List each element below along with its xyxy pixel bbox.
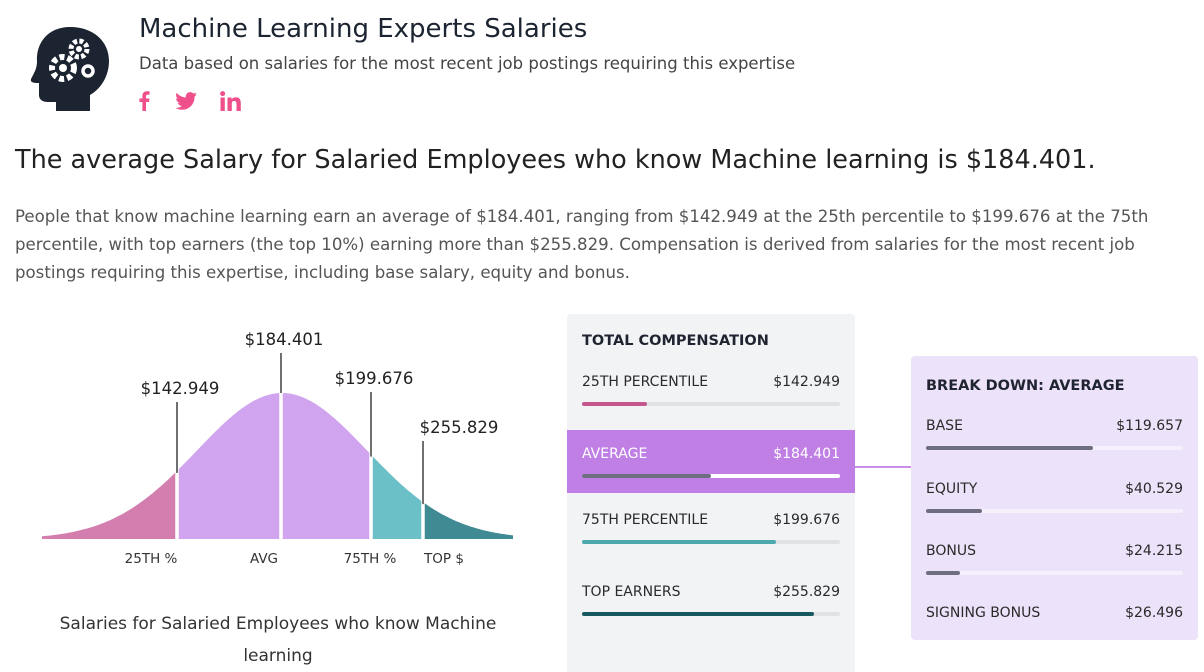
- axis-label-top: TOP $: [423, 551, 464, 567]
- breakdown-title: BREAK DOWN: AVERAGE: [926, 378, 1125, 394]
- marker-value-p25: $142.949: [141, 379, 220, 398]
- facebook-icon[interactable]: [138, 88, 150, 114]
- salary-headline: The average Salary for Salaried Employee…: [15, 145, 1096, 175]
- breakdown-bar-fill: [926, 509, 983, 513]
- breakdown-panel: BREAK DOWN: AVERAGE BASE $119.657 EQUITY $4…: [911, 356, 1198, 640]
- compensation-bar-track: [582, 612, 840, 616]
- average-connector: [855, 466, 911, 468]
- segment-top-earners: [423, 502, 513, 539]
- segment-below-25th: [42, 470, 177, 539]
- compensation-row-value: $255.829: [773, 584, 840, 600]
- total-compensation-title: TOTAL COMPENSATION: [582, 333, 769, 349]
- page-subtitle: Data based on salaries for the most rece…: [139, 54, 796, 73]
- compensation-bar-track: [582, 474, 840, 478]
- marker-value-p75: $199.676: [335, 369, 414, 388]
- compensation-row-label: AVERAGE: [582, 446, 648, 462]
- compensation-row-label: 25TH PERCENTILE: [582, 374, 709, 390]
- breakdown-row-value: $24.215: [1125, 543, 1183, 559]
- breakdown-row-value: $26.496: [1125, 605, 1183, 621]
- breakdown-bar-track: [926, 509, 1183, 513]
- compensation-bar-fill: [582, 474, 711, 478]
- compensation-row-value: $142.949: [773, 374, 840, 390]
- marker-value-top: $255.829: [420, 418, 499, 437]
- compensation-row-label: 75TH PERCENTILE: [582, 512, 709, 528]
- breakdown-row[interactable]: SIGNING BONUS $26.496: [911, 605, 1198, 645]
- salary-distribution-chart: $142.949 25TH % $184.401 AVG $199.676 75TH % $…: [42, 330, 513, 567]
- total-compensation-panel: TOTAL COMPENSATION 25TH PERCENTILE $142.9…: [567, 314, 855, 672]
- compensation-bar-track: [582, 540, 840, 544]
- compensation-bar-fill: [582, 402, 647, 406]
- axis-label-avg: AVG: [250, 551, 278, 567]
- breakdown-bar-track: [926, 446, 1183, 450]
- compensation-bar-fill: [582, 540, 776, 544]
- segment-25th-to-avg: [177, 393, 281, 539]
- chart-caption: Salaries for Salaried Employees who know…: [59, 614, 497, 666]
- compensation-row[interactable]: 25TH PERCENTILE $142.949: [567, 366, 855, 406]
- marker-value-avg: $184.401: [245, 330, 324, 349]
- compensation-row-label: TOP EARNERS: [582, 584, 681, 600]
- compensation-row[interactable]: TOP EARNERS $255.829: [567, 576, 855, 616]
- compensation-row-value: $199.676: [773, 512, 840, 528]
- compensation-bar-fill: [582, 612, 815, 616]
- compensation-row[interactable]: AVERAGE $184.401: [567, 430, 855, 493]
- page-title: Machine Learning Experts Salaries: [139, 14, 588, 44]
- linkedin-icon[interactable]: [220, 88, 242, 114]
- breakdown-row-value: $40.529: [1125, 481, 1183, 497]
- breakdown-row-value: $119.657: [1116, 418, 1183, 434]
- breakdown-bar-fill: [926, 571, 960, 575]
- segment-avg-to-75th: [281, 393, 371, 539]
- axis-label-p75: 75TH %: [344, 551, 397, 567]
- breakdown-row-label: SIGNING BONUS: [926, 605, 1041, 621]
- breakdown-bar-fill: [926, 446, 1093, 450]
- breakdown-row[interactable]: BASE $119.657: [911, 418, 1198, 458]
- breakdown-row-label: BONUS: [926, 543, 976, 559]
- twitter-icon[interactable]: [175, 88, 197, 114]
- breakdown-row-label: BASE: [926, 418, 963, 434]
- breakdown-row-label: EQUITY: [926, 481, 978, 497]
- compensation-row-value: $184.401: [773, 446, 840, 462]
- compensation-bar-track: [582, 402, 840, 406]
- breakdown-bar-track: [926, 571, 1183, 575]
- segment-75th-to-top: [371, 454, 423, 539]
- compensation-row[interactable]: 75TH PERCENTILE $199.676: [567, 504, 855, 544]
- salary-description: People that know machine learning earn a…: [15, 207, 1149, 282]
- head-gears-icon: [30, 27, 110, 111]
- breakdown-row[interactable]: BONUS $24.215: [911, 543, 1198, 583]
- breakdown-row[interactable]: EQUITY $40.529: [911, 481, 1198, 521]
- axis-label-p25: 25TH %: [125, 551, 178, 567]
